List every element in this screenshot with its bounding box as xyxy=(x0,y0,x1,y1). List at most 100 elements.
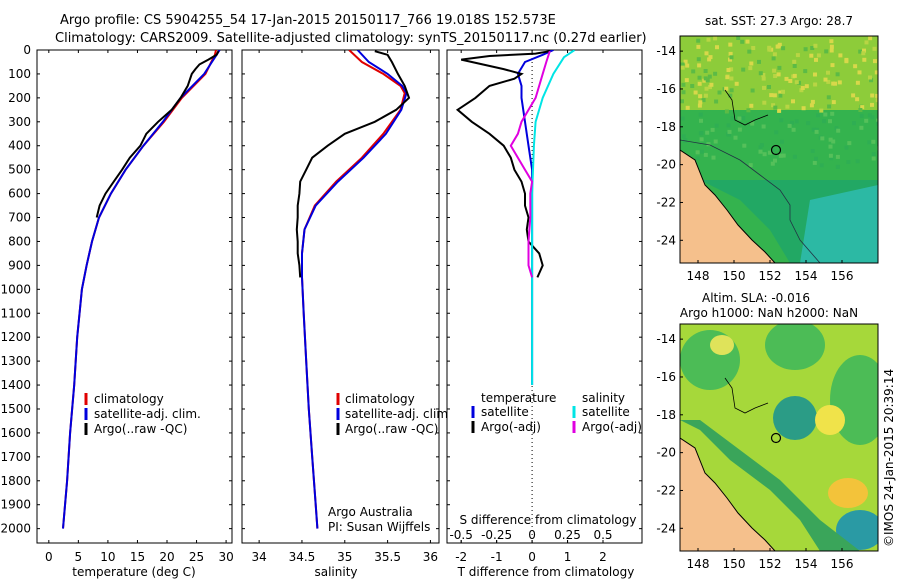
map-y-tick-label: -20 xyxy=(656,446,676,460)
sst-pixel xyxy=(791,99,795,104)
sst-pixel xyxy=(861,51,866,56)
salinity-y-ticks xyxy=(242,49,439,530)
sst-pixel xyxy=(826,70,830,75)
legend-label-s-satellite: satellite xyxy=(582,405,630,419)
sst-pixel xyxy=(792,59,797,64)
sst-pixel xyxy=(795,53,800,58)
depth-tick-label: 1000 xyxy=(0,282,31,296)
sst-pixel xyxy=(761,73,766,77)
sst-pixel xyxy=(749,103,754,108)
x-tick-label: 0 xyxy=(45,550,53,564)
sst-pixel xyxy=(784,76,789,81)
x-tick-label: 36 xyxy=(423,550,438,564)
sst-pixel xyxy=(812,160,817,165)
sst-pixel xyxy=(855,80,860,85)
sst-pixel xyxy=(827,104,832,109)
sst-pixel xyxy=(745,39,750,44)
sst-pixel xyxy=(698,100,703,105)
map-y-tick-label: -16 xyxy=(656,82,676,96)
sst-pixel xyxy=(806,121,811,126)
sst-pixel xyxy=(824,49,829,54)
sst-pixel xyxy=(811,127,816,132)
sst-pixel xyxy=(759,143,764,148)
sst-pixel xyxy=(868,36,873,41)
sst-pixel xyxy=(703,93,708,98)
sst-pixel xyxy=(681,82,686,87)
temperature-xlabel: temperature (deg C) xyxy=(72,565,195,579)
s-tick-label: 0.25 xyxy=(554,528,581,542)
legend-label-climatology: climatology xyxy=(94,392,164,406)
sst-pixel xyxy=(813,72,817,77)
map-x-tick-label: 148 xyxy=(687,557,710,571)
x-tick-label: 10 xyxy=(100,550,115,564)
sst-pixel xyxy=(876,118,878,123)
sst-pixel xyxy=(771,56,776,61)
sst-pixel xyxy=(859,125,864,130)
sst-pixel xyxy=(699,118,703,123)
difference-legend: temperature salinity satellite Argo(-adj… xyxy=(471,391,642,434)
map-y-tick-label: -22 xyxy=(656,195,676,209)
sst-pixel xyxy=(828,119,832,124)
sst-pixel xyxy=(830,63,835,68)
sst-pixel xyxy=(792,64,797,68)
map-x-tick-label: 154 xyxy=(795,269,818,283)
sst-pixel xyxy=(728,93,733,98)
sst-pixel xyxy=(700,149,704,154)
depth-tick-label: 1400 xyxy=(0,378,31,392)
s-difference-label: S difference from climatology xyxy=(460,513,637,527)
salinity-axes-frame xyxy=(241,49,440,544)
sst-pixel xyxy=(711,155,716,160)
map-y-tick-label: -14 xyxy=(656,332,676,346)
sst-pixel xyxy=(835,154,840,159)
sst-pixel xyxy=(781,46,786,51)
map-x-tick-label: 150 xyxy=(723,269,746,283)
sst-pixel xyxy=(779,118,784,123)
depth-tick-label: 500 xyxy=(8,163,31,177)
map-x-tick-label: 154 xyxy=(795,557,818,571)
sst-pixel xyxy=(729,55,734,60)
sst-pixel xyxy=(792,154,797,159)
depth-axis: 0 100 200 300 400 500 600 700 800 900 1000 1100 1200… xyxy=(0,43,232,536)
map-y-tick-label: -20 xyxy=(656,158,676,172)
sst-pixel xyxy=(829,44,834,49)
depth-tick-label: 100 xyxy=(8,67,31,81)
sst-pixel xyxy=(826,95,831,100)
sst-pixel xyxy=(761,124,766,129)
sla-yellow-high-1 xyxy=(815,405,845,435)
sst-pixel xyxy=(762,100,767,105)
sst-pixel xyxy=(698,112,703,117)
sst-pixel xyxy=(767,45,772,50)
sst-pixel xyxy=(697,81,702,86)
temperature-panel: 0100200300400500600700800900100011001200… xyxy=(0,43,233,579)
sst-pixel xyxy=(747,49,752,54)
sst-map-frame xyxy=(679,35,879,264)
x-tick-label: 1 xyxy=(564,550,572,564)
sst-pixel xyxy=(680,116,685,121)
sla-green-high-2 xyxy=(765,324,825,370)
legend-label-climatology: climatology xyxy=(345,392,415,406)
sst-pixel xyxy=(814,156,818,161)
sst-pixel xyxy=(810,149,815,153)
sst-pixel xyxy=(828,144,833,149)
sst-pixel xyxy=(800,86,805,90)
sst-pixel xyxy=(706,37,711,42)
map-x-tick-label: 152 xyxy=(759,557,782,571)
land-mass xyxy=(680,150,775,263)
sst-pixel xyxy=(741,67,746,72)
sst-pixel xyxy=(862,57,867,62)
sla-shelf-band xyxy=(680,420,860,551)
sst-pixel xyxy=(777,108,782,113)
sst-map-panel: sat. SST: 27.3 Argo: 28.7 148 150 152 154 15… xyxy=(656,14,879,283)
depth-tick-label: 400 xyxy=(8,139,31,153)
sst-pixel xyxy=(758,145,763,150)
sst-pixel xyxy=(823,77,828,82)
sla-map-frame xyxy=(679,323,879,552)
sst-pixel xyxy=(695,156,700,161)
depth-tick-label: 200 xyxy=(8,91,31,105)
sst-pixel xyxy=(847,141,852,146)
sst-pixel xyxy=(830,111,835,116)
sst-pixel xyxy=(819,108,824,113)
sst-pixel xyxy=(796,80,801,85)
